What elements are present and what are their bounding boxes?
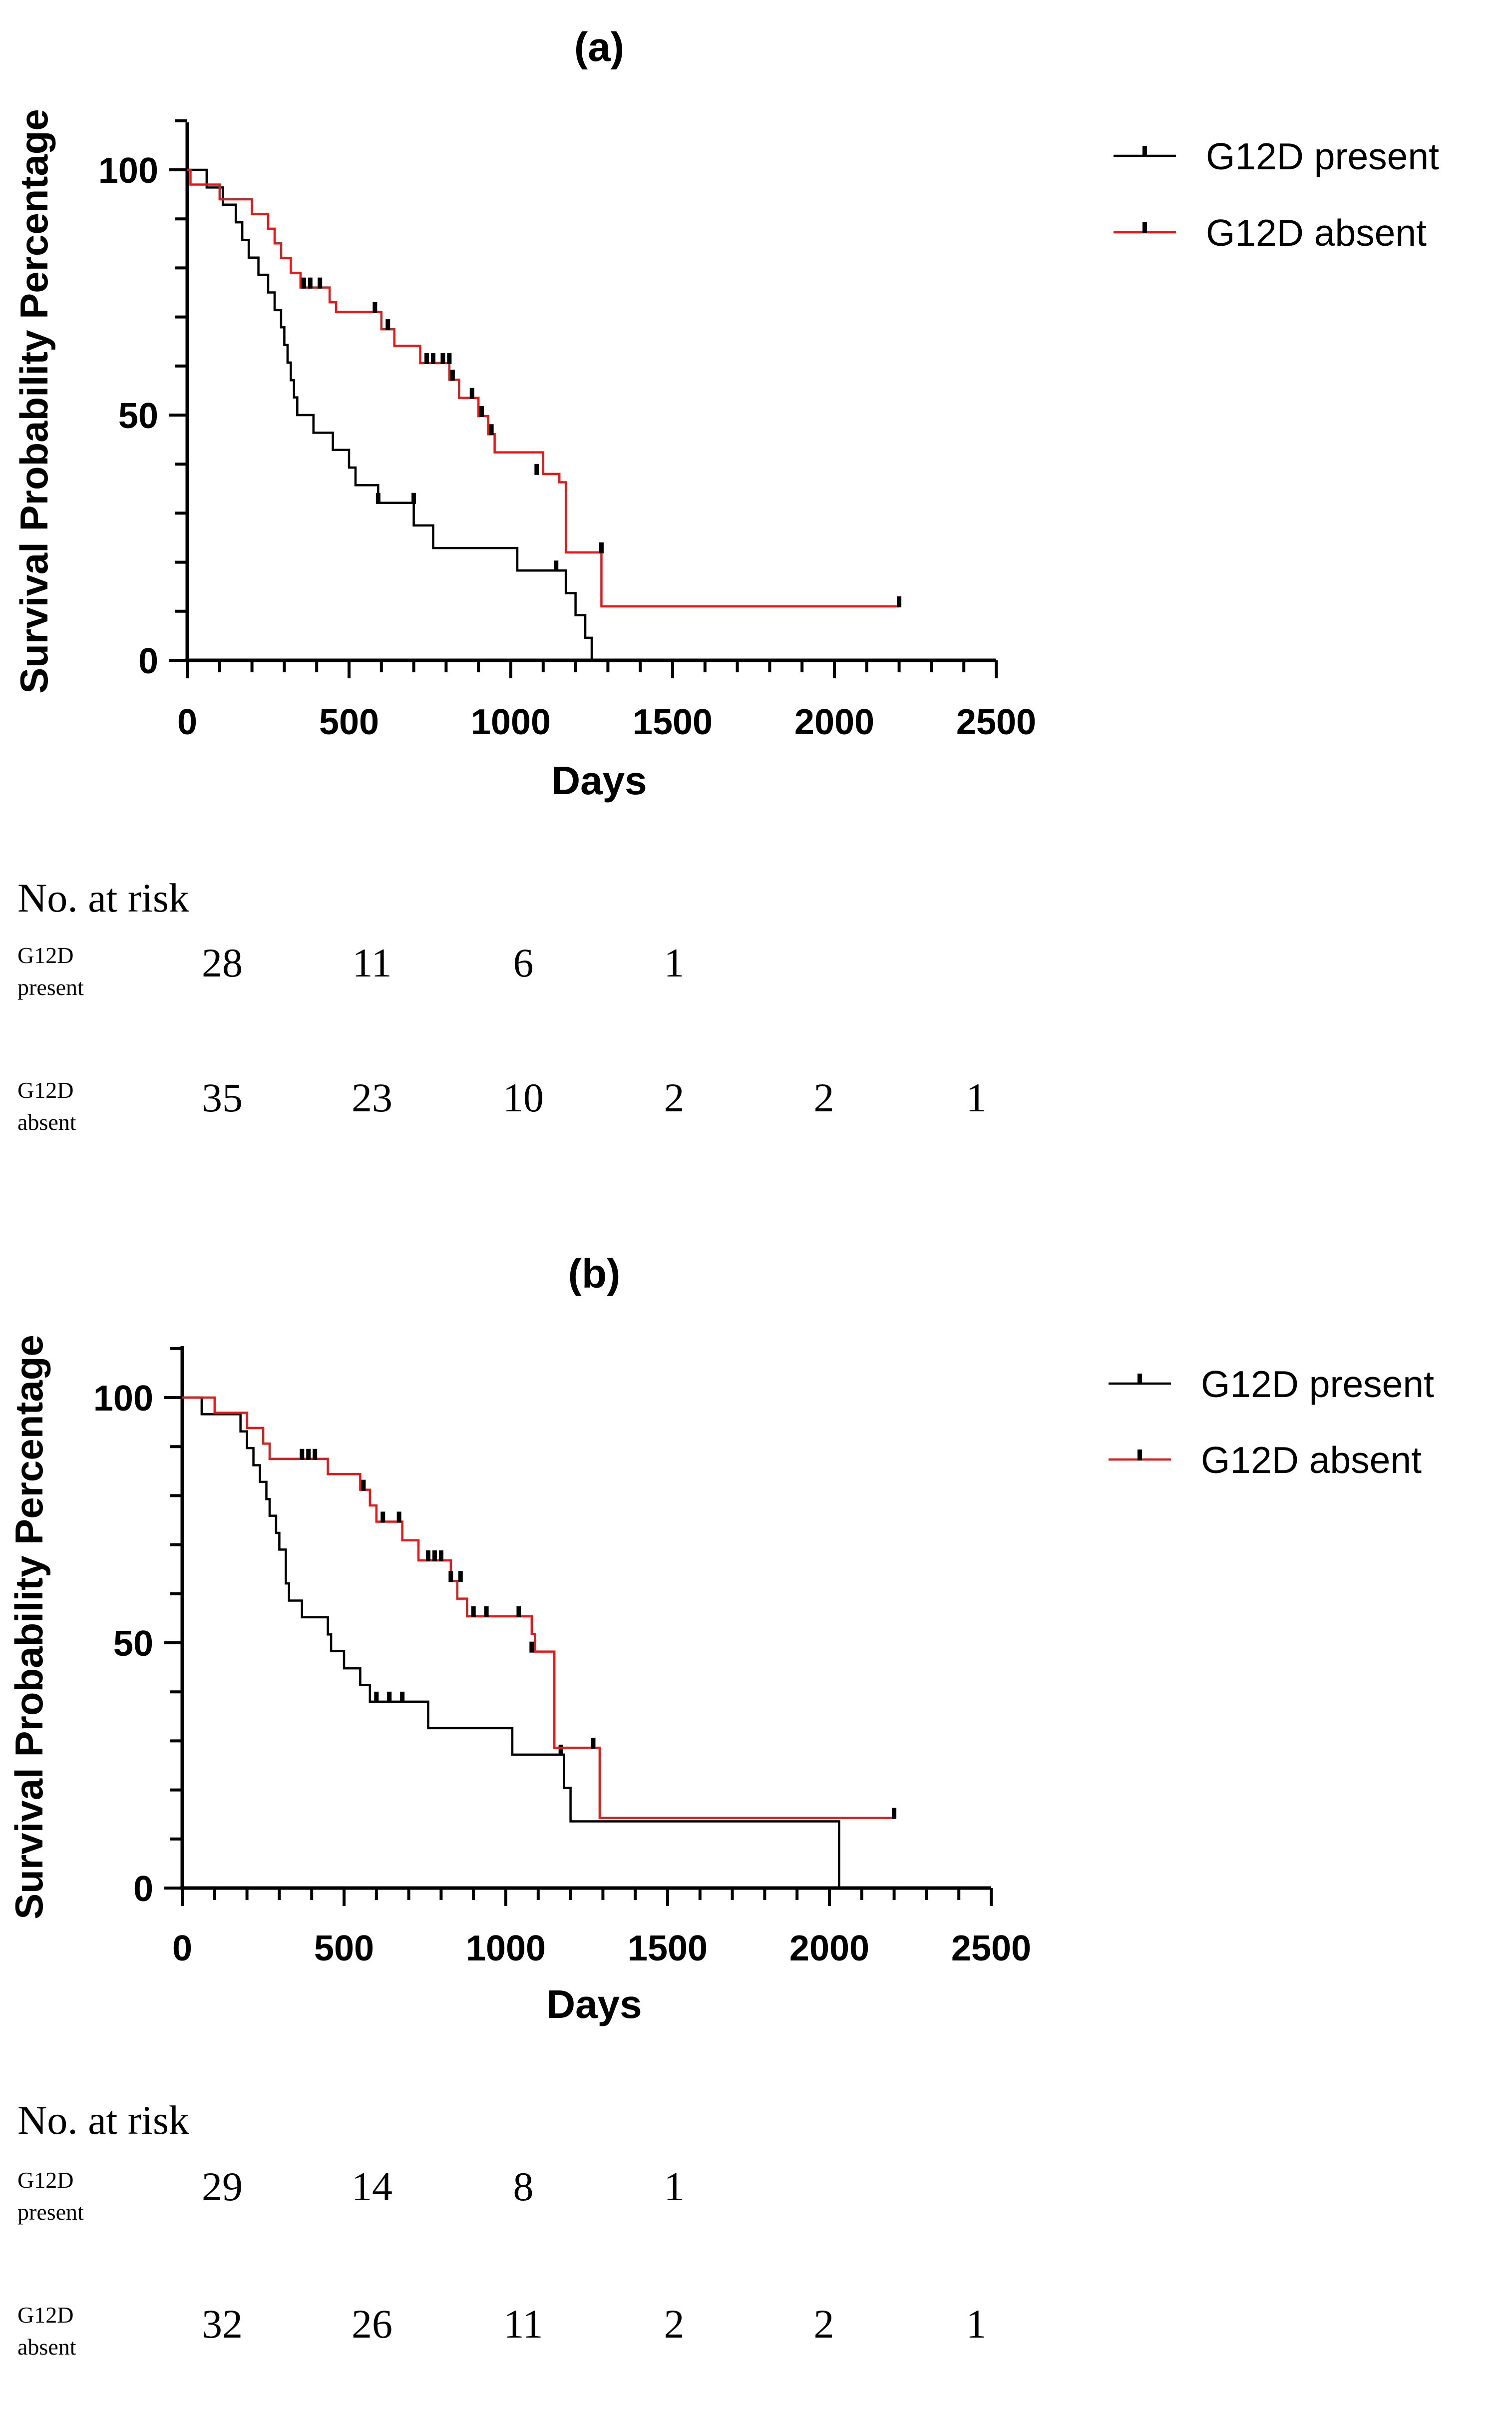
risk-table-heading: No. at risk	[17, 2097, 189, 2143]
risk-count: 2	[814, 2301, 834, 2347]
x-tick-label: 2000	[789, 1929, 869, 1968]
km-curve-absent	[182, 1396, 894, 1819]
y-axis-label: Survival Probability Percentage	[12, 109, 56, 693]
y-tick-label: 0	[133, 1869, 153, 1909]
risk-count: 6	[513, 940, 534, 985]
risk-count: 35	[202, 1075, 243, 1120]
legend-label: G12D present	[1206, 135, 1439, 177]
risk-row-label: present	[17, 974, 84, 1000]
risk-count: 1	[966, 2301, 987, 2347]
x-tick-label: 2500	[951, 1929, 1031, 1968]
y-tick-label: 100	[93, 1379, 153, 1419]
x-tick-label: 500	[314, 1929, 374, 1968]
x-tick-label: 1500	[633, 702, 713, 742]
risk-count: 1	[966, 1075, 987, 1120]
risk-count: 1	[664, 2164, 685, 2209]
risk-count: 8	[513, 2164, 534, 2209]
x-axis-label: Days	[551, 758, 647, 803]
risk-row-label: G12D	[17, 2167, 73, 2193]
risk-count: 14	[352, 2164, 392, 2209]
risk-count: 26	[352, 2301, 392, 2347]
risk-row-label: absent	[17, 2334, 76, 2360]
risk-count: 10	[503, 1075, 544, 1120]
risk-row-label: present	[17, 2199, 84, 2225]
x-tick-label: 500	[319, 702, 379, 742]
risk-count: 23	[352, 1075, 392, 1120]
risk-count: 1	[664, 940, 685, 985]
risk-count: 2	[814, 1075, 834, 1120]
risk-count: 11	[353, 940, 392, 985]
y-tick-label: 100	[98, 151, 158, 191]
y-tick-label: 0	[138, 641, 158, 681]
risk-count: 2	[664, 2301, 685, 2347]
x-tick-label: 0	[172, 1929, 192, 1968]
risk-count: 11	[504, 2301, 543, 2347]
x-tick-label: 1000	[471, 702, 551, 742]
risk-row-label: G12D	[17, 943, 73, 968]
y-tick-label: 50	[113, 1624, 153, 1664]
chart-title: (b)	[568, 1251, 621, 1297]
km-curve-present	[187, 168, 593, 660]
chart-title: (a)	[574, 24, 624, 70]
risk-count: 32	[202, 2301, 243, 2347]
x-axis-label: Days	[546, 1982, 642, 2026]
x-tick-label: 1000	[466, 1929, 546, 1968]
x-tick-label: 2500	[956, 702, 1036, 742]
y-tick-label: 50	[118, 396, 158, 436]
x-tick-label: 0	[177, 702, 197, 742]
risk-row-label: absent	[17, 1109, 76, 1135]
risk-count: 28	[202, 940, 243, 985]
km-curve-present	[182, 1396, 840, 1888]
risk-table-heading: No. at risk	[17, 875, 189, 921]
legend-label: G12D absent	[1206, 212, 1427, 254]
legend-label: G12D present	[1201, 1363, 1434, 1405]
x-tick-label: 2000	[794, 702, 874, 742]
risk-count: 2	[664, 1075, 685, 1120]
risk-row-label: G12D	[17, 1077, 73, 1103]
risk-count: 29	[202, 2164, 243, 2209]
risk-row-label: G12D	[17, 2302, 73, 2328]
x-tick-label: 1500	[628, 1929, 708, 1968]
legend-label: G12D absent	[1201, 1439, 1422, 1481]
y-axis-label: Survival Probability Percentage	[7, 1335, 51, 1919]
